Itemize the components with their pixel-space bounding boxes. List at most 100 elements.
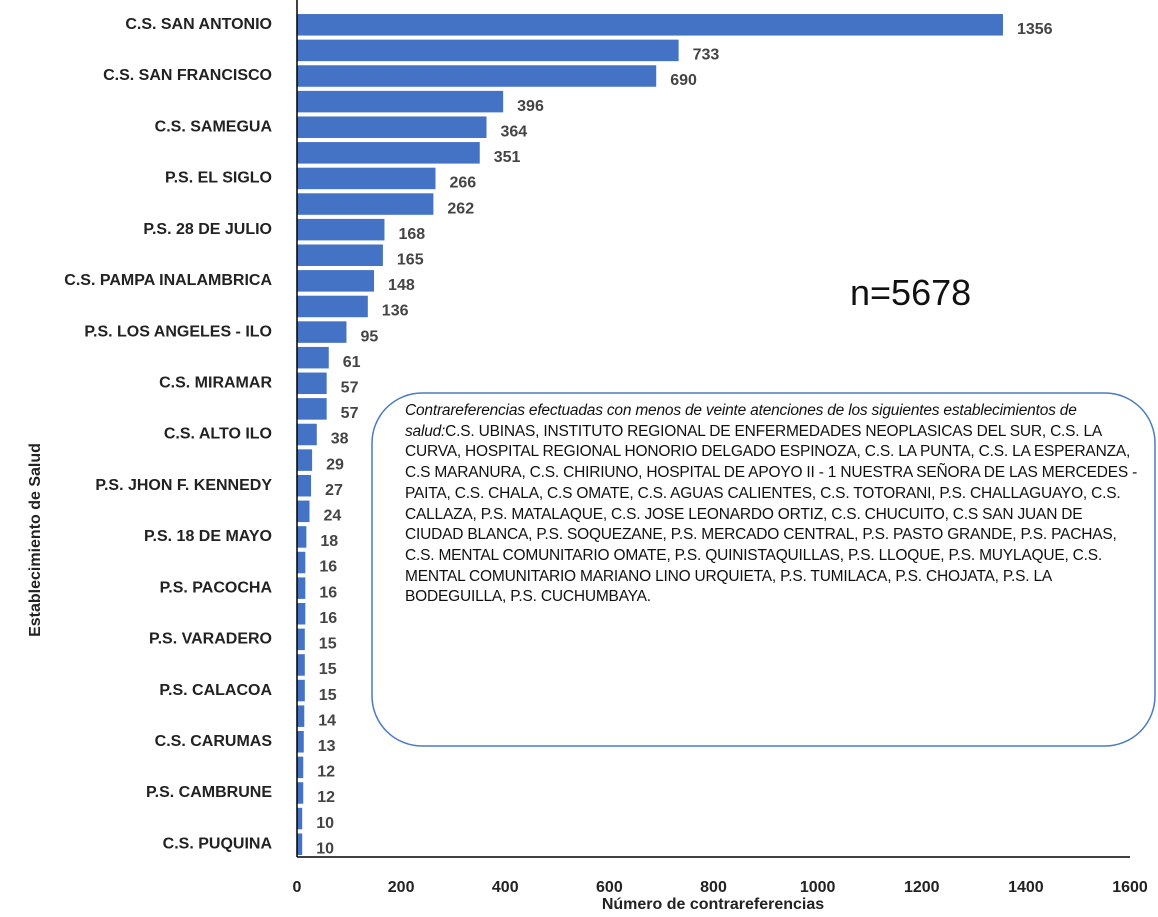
value-label: 38: [331, 431, 349, 448]
value-label: 364: [501, 123, 528, 140]
bar: [297, 270, 375, 292]
bar: [297, 193, 434, 215]
value-label: 690: [670, 72, 697, 89]
value-label: 12: [317, 764, 335, 781]
x-tick-label: 200: [388, 879, 415, 896]
bar: [297, 602, 306, 625]
value-label: 10: [316, 815, 334, 832]
value-label: 24: [323, 508, 341, 525]
bar: [297, 39, 679, 62]
y-tick-label: C.S. PUQUINA: [163, 835, 273, 852]
bar: [297, 398, 327, 420]
bar: [297, 500, 310, 523]
value-label: 136: [382, 303, 409, 320]
bar: [297, 423, 317, 446]
bar: [297, 90, 504, 113]
bar: [297, 731, 304, 753]
y-tick-label: P.S. CALACOA: [159, 682, 272, 699]
value-label: 18: [320, 533, 338, 550]
value-label: 14: [318, 712, 336, 729]
value-label: 29: [326, 456, 344, 473]
y-tick-label: C.S. SAN FRANCISCO: [103, 67, 272, 84]
bar: [297, 526, 307, 548]
x-tick-label: 400: [492, 879, 519, 896]
y-tick-label: P.S. CAMBRUNE: [146, 784, 272, 801]
value-label: 57: [341, 405, 359, 422]
bar: [297, 449, 313, 471]
value-label: 15: [319, 636, 337, 653]
y-tick-label: C.S. MIRAMAR: [159, 375, 272, 392]
bar: [297, 295, 368, 318]
y-tick-label: P.S. LOS ANGELES - ILO: [84, 323, 272, 340]
bar: [297, 705, 305, 727]
y-tick-label: P.S. VARADERO: [149, 631, 272, 648]
value-label: 148: [388, 277, 415, 294]
bar: [297, 628, 305, 651]
x-tick-label: 0: [293, 879, 302, 896]
value-label: 266: [449, 175, 476, 192]
bar: [297, 679, 305, 702]
value-label: 168: [398, 226, 425, 243]
x-tick-label: 1600: [1112, 879, 1148, 896]
y-tick-label: C.S. SAN ANTONIO: [125, 16, 272, 33]
value-label: 95: [360, 328, 378, 345]
value-label: 16: [319, 610, 337, 627]
bar: [297, 167, 436, 190]
bar: [297, 14, 1003, 36]
bar: [297, 474, 312, 497]
bar: [297, 244, 383, 267]
y-tick-label: P.S. JHON F. KENNEDY: [95, 477, 272, 494]
value-label: 61: [343, 354, 361, 371]
bar: [297, 551, 306, 574]
value-label: 262: [447, 200, 474, 217]
x-tick-label: 600: [596, 879, 623, 896]
annotation-list: C.S. UBINAS, INSTITUTO REGIONAL DE ENFER…: [405, 422, 1138, 606]
value-label: 733: [693, 47, 720, 64]
bar: [297, 654, 305, 676]
value-label: 16: [319, 559, 337, 576]
bar: [297, 756, 304, 779]
x-tick-label: 1200: [904, 879, 940, 896]
bar: [297, 116, 487, 138]
y-tick-label: C.S. CARUMAS: [155, 733, 273, 750]
bar: [297, 833, 303, 855]
annotation-text: Contrareferencias efectuadas con menos d…: [405, 401, 1140, 608]
annotation-intro: Contrareferencias efectuadas con menos d…: [405, 402, 1077, 440]
y-tick-label: P.S. EL SIGLO: [165, 170, 272, 187]
value-label: 1356: [1017, 21, 1053, 38]
value-label: 12: [317, 789, 335, 806]
value-label: 27: [325, 482, 343, 499]
bar: [297, 65, 657, 87]
y-tick-label: C.S. PAMPA INALAMBRICA: [64, 272, 272, 289]
value-label: 57: [341, 380, 359, 397]
bar: [297, 142, 480, 164]
value-label: 13: [318, 738, 336, 755]
annotation-box: [371, 392, 1156, 747]
x-tick-label: 1400: [1008, 879, 1044, 896]
y-tick-label: P.S. 28 DE JULIO: [143, 221, 272, 238]
value-label: 15: [319, 661, 337, 678]
y-axis-label: Establecimiento de Salud: [27, 443, 44, 637]
value-label: 165: [397, 251, 424, 268]
value-label: 351: [494, 149, 521, 166]
y-tick-label: P.S. 18 DE MAYO: [144, 528, 272, 545]
bar: [297, 218, 385, 241]
value-label: 396: [517, 98, 544, 115]
sample-size: n=5678: [850, 272, 972, 313]
value-label: 16: [319, 584, 337, 601]
bar: [297, 577, 306, 599]
y-tick-label: C.S. SAMEGUA: [155, 118, 273, 135]
value-label: 15: [319, 687, 337, 704]
value-label: 10: [316, 840, 334, 857]
x-tick-label: 1000: [800, 879, 836, 896]
bar: [297, 321, 347, 343]
y-tick-label: C.S. ALTO ILO: [164, 426, 272, 443]
bar: [297, 372, 327, 395]
bar: [297, 346, 329, 369]
bar: [297, 807, 303, 830]
bar: [297, 782, 304, 804]
y-tick-label: P.S. PACOCHA: [160, 579, 273, 596]
x-axis-label: Número de contrareferencias: [602, 896, 824, 913]
